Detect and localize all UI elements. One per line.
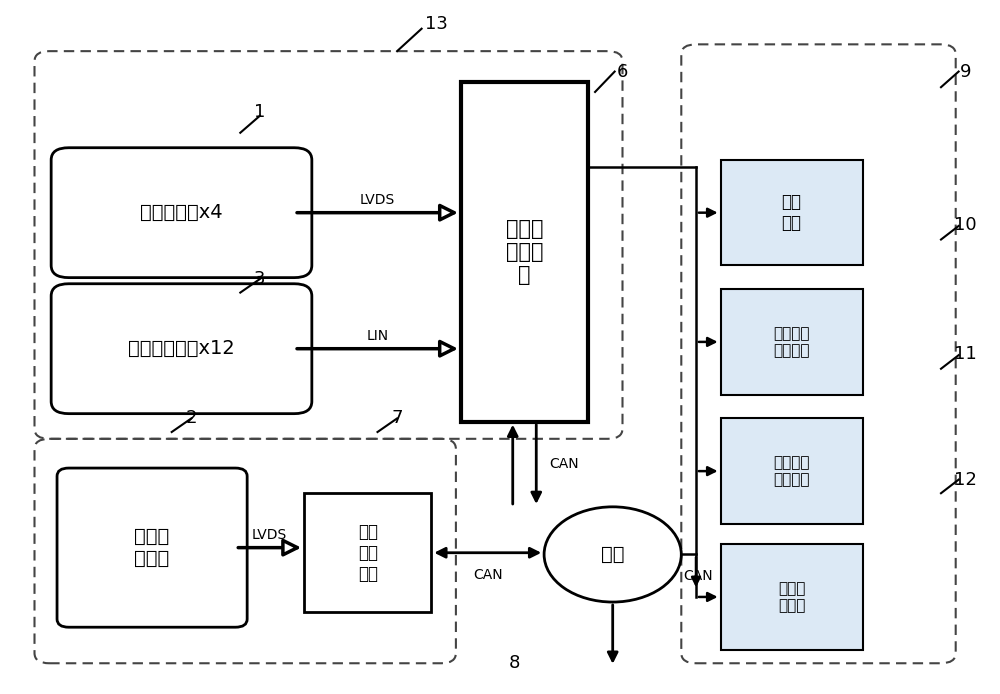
FancyBboxPatch shape [57,468,247,627]
Text: CAN: CAN [684,569,713,584]
Text: 13: 13 [425,15,448,33]
Text: 6: 6 [617,62,628,81]
Text: CAN: CAN [549,457,579,471]
Text: LVDS: LVDS [360,194,395,208]
Text: 电子车身
稳定单元: 电子车身 稳定单元 [773,325,810,358]
Text: 10: 10 [954,216,977,234]
Bar [304,493,431,612]
FancyBboxPatch shape [51,148,312,278]
Text: 12: 12 [954,471,977,489]
Bar [720,160,863,265]
Text: 11: 11 [954,345,977,363]
Text: 流媒
体控
制器: 流媒 体控 制器 [358,523,378,582]
Text: LVDS: LVDS [252,528,287,543]
Text: 人机交
互单元: 人机交 互单元 [778,581,805,613]
Text: 流媒体
摄像头: 流媒体 摄像头 [134,527,170,568]
Text: 2: 2 [186,409,197,428]
Text: 网关: 网关 [601,545,624,564]
Circle shape [544,507,681,602]
Text: 超声波传感器x12: 超声波传感器x12 [128,339,235,358]
Text: LIN: LIN [366,330,389,344]
Text: 自动泊
车控制
器: 自动泊 车控制 器 [506,219,543,285]
Text: CAN: CAN [473,568,503,582]
Bar [461,82,588,422]
FancyBboxPatch shape [51,284,312,414]
Text: 电子助力
转向单元: 电子助力 转向单元 [773,455,810,487]
Text: 9: 9 [960,62,971,81]
Text: 环视摄像头x4: 环视摄像头x4 [140,203,223,222]
Text: 7: 7 [391,409,403,428]
Text: 8: 8 [509,654,520,672]
Bar [720,418,863,524]
Text: 1: 1 [254,103,266,121]
Text: 电喷
单元: 电喷 单元 [782,193,802,232]
Bar [720,289,863,395]
Text: 3: 3 [254,270,266,288]
Bar [720,544,863,650]
